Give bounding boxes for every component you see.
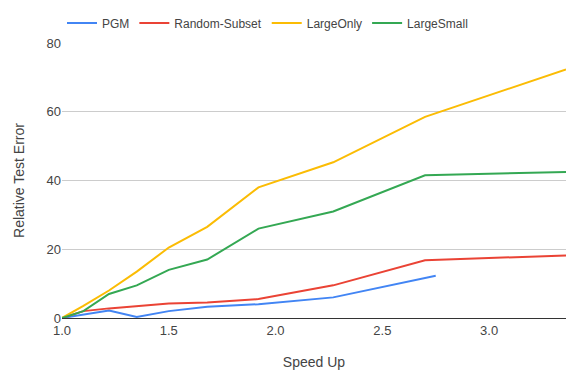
svg-text:2.0: 2.0: [267, 323, 285, 338]
svg-text:Speed Up: Speed Up: [283, 354, 345, 370]
svg-text:20: 20: [47, 242, 61, 257]
svg-text:Random-Subset: Random-Subset: [174, 17, 261, 31]
svg-text:0: 0: [54, 311, 61, 326]
svg-text:1.0: 1.0: [53, 323, 71, 338]
svg-text:LargeOnly: LargeOnly: [307, 17, 362, 31]
svg-text:2.5: 2.5: [373, 323, 391, 338]
svg-text:Relative Test Error: Relative Test Error: [11, 123, 27, 238]
svg-text:LargeSmall: LargeSmall: [407, 17, 468, 31]
svg-text:PGM: PGM: [102, 17, 129, 31]
svg-text:60: 60: [47, 104, 61, 119]
svg-text:40: 40: [47, 173, 61, 188]
svg-text:3.0: 3.0: [480, 323, 498, 338]
svg-text:80: 80: [47, 36, 61, 51]
svg-text:1.5: 1.5: [160, 323, 178, 338]
